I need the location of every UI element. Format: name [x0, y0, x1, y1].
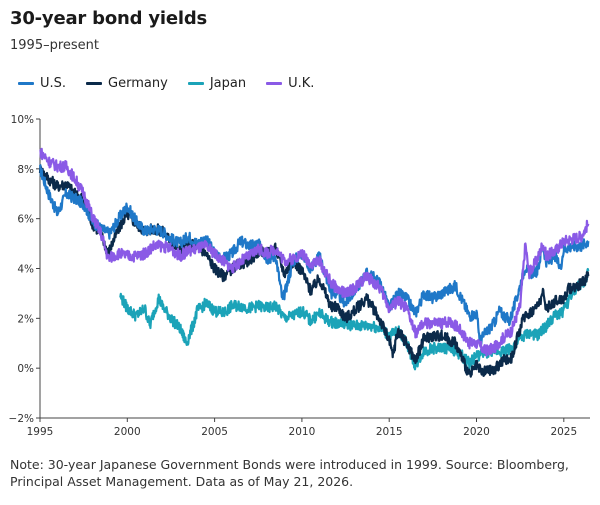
- y-axis: −2% 0% 2% 4% 6% 8% 10%: [9, 114, 41, 425]
- legend-item-japan: Japan: [187, 76, 247, 91]
- legend-swatch-us: [18, 82, 34, 85]
- y-tick-label: 4%: [17, 264, 34, 276]
- x-tick-label: 2015: [376, 426, 403, 438]
- bond-yield-line-chart: −2% 0% 2% 4% 6% 8% 10% 1995 2000 2005 2010 2015 202…: [9, 114, 590, 438]
- legend-swatch-uk: [266, 82, 283, 85]
- series-line-japan: [119, 267, 590, 371]
- chart-title: 30-year bond yields: [10, 8, 208, 29]
- chart-legend: U.S. Germany Japan U.K.: [18, 76, 334, 91]
- chart-note: Note: 30-year Japanese Government Bonds …: [10, 457, 569, 489]
- y-tick-label: 8%: [17, 164, 34, 176]
- series-lines: [38, 147, 590, 378]
- legend-item-germany: Germany: [86, 76, 168, 91]
- x-axis: 1995 2000 2005 2010 2015 2020 2025: [27, 417, 590, 438]
- x-tick-label: 1995: [27, 426, 54, 438]
- legend-label-uk: U.K.: [288, 76, 315, 91]
- y-tick-label: 10%: [11, 114, 34, 126]
- legend-item-uk: U.K.: [266, 76, 314, 91]
- x-tick-label: 2010: [289, 426, 316, 438]
- y-tick-label: −2%: [9, 413, 34, 425]
- legend-item-us: U.S.: [18, 76, 66, 91]
- legend-label-germany: Germany: [108, 76, 168, 91]
- legend-swatch-japan: [187, 82, 204, 85]
- series-line-uk: [39, 147, 590, 357]
- y-tick-label: 2%: [17, 313, 34, 325]
- x-tick-label: 2025: [550, 426, 577, 438]
- x-tick-label: 2020: [463, 426, 490, 438]
- chart-subtitle: 1995–present: [10, 38, 100, 53]
- y-tick-label: 0%: [17, 363, 34, 375]
- legend-label-us: U.S.: [40, 76, 67, 91]
- legend-label-japan: Japan: [209, 76, 247, 91]
- x-tick-label: 2005: [201, 426, 228, 438]
- y-tick-label: 6%: [17, 214, 34, 226]
- x-tick-label: 2000: [114, 426, 141, 438]
- legend-swatch-germany: [86, 82, 103, 85]
